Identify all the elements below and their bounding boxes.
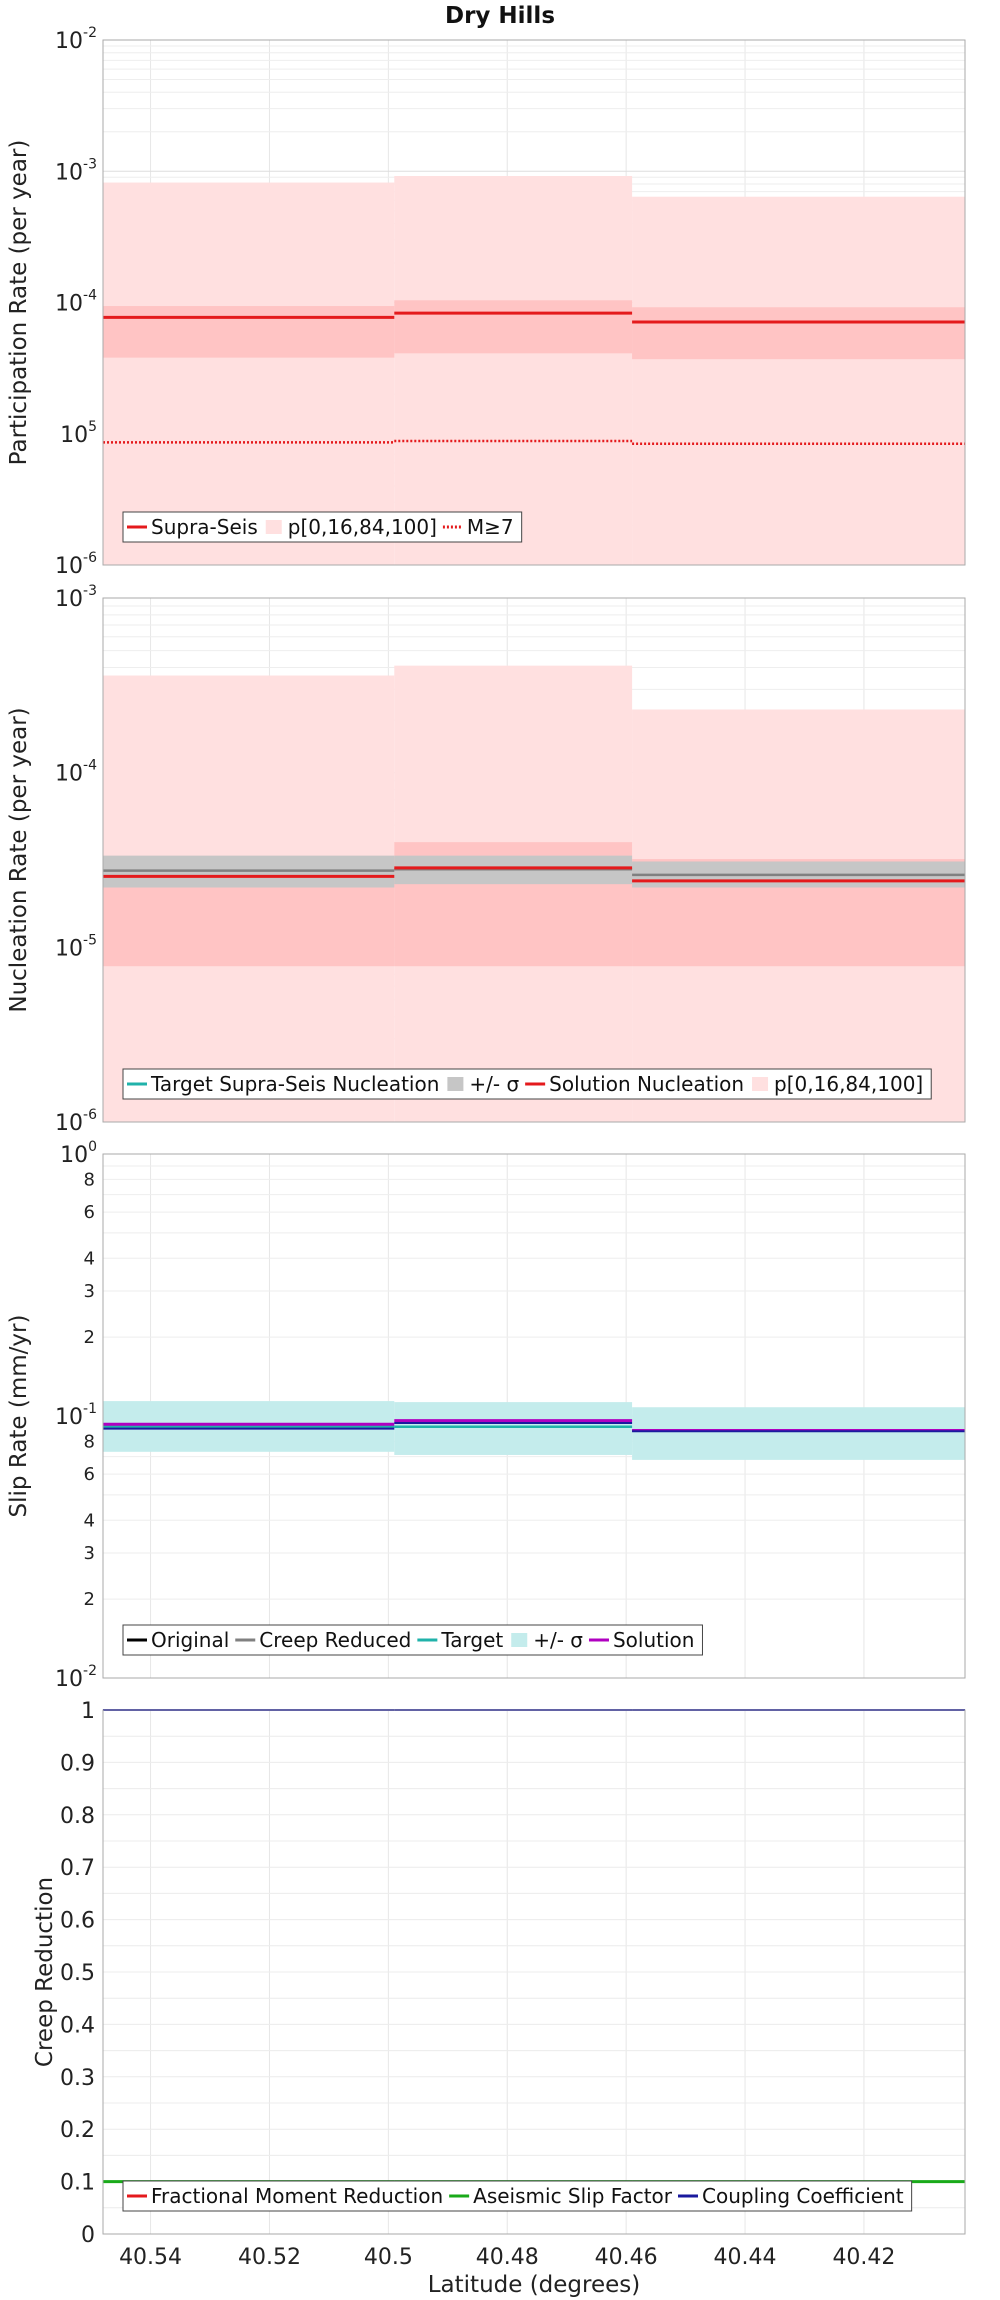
y-tick-label: 10-6: [55, 550, 97, 579]
plot-frame: [102, 597, 966, 1123]
y-tick-label: 10-4: [55, 288, 97, 317]
y-minor-tick-label: 3: [84, 1543, 95, 1564]
x-tick-label: 40.5: [364, 2245, 413, 2270]
legend: Original Creep Reduced Target +/- σ Solution: [122, 1624, 703, 1656]
x-tick-label: 40.42: [832, 2245, 895, 2270]
legend-label: Target Supra-Seis Nucleation: [150, 1072, 439, 1096]
y-minor-tick-label: 6: [84, 1202, 95, 1223]
y-tick-labels: 10-2 10-1 100 2 3 4 6 8 2 3 4 6 8: [55, 1139, 97, 1692]
y-axis-label: Creep Reduction: [32, 1877, 58, 2067]
y-tick-label: 0.8: [60, 1804, 95, 1829]
y-tick-label: 1: [81, 1699, 95, 1724]
x-tick-label: 40.46: [595, 2245, 658, 2270]
y-tick-label: 10-4: [55, 758, 97, 787]
y-tick-labels: 10-6 105 10-4 10-3 10-2: [55, 25, 97, 579]
y-minor-tick-label: 4: [84, 1248, 95, 1269]
legend-swatch: [447, 1077, 464, 1091]
legend-label: Coupling Coefficient: [702, 2184, 904, 2208]
y-tick-label: 105: [60, 419, 97, 448]
legend-label: Original: [151, 1628, 229, 1652]
legend: Target Supra-Seis Nucleation +/- σ Solutio…: [122, 1068, 932, 1100]
legend-label: +/- σ: [469, 1072, 519, 1096]
y-tick-label: 0.1: [60, 2171, 95, 2196]
y-tick-label: 10-1: [55, 1401, 97, 1430]
legend-swatch: [265, 520, 282, 534]
y-tick-label: 100: [60, 1139, 97, 1168]
legend-label: Aseismic Slip Factor: [473, 2184, 673, 2208]
legend-label: Fractional Moment Reduction: [151, 2184, 443, 2208]
band-cyan_band-segment-2: [632, 1407, 965, 1460]
y-minor-tick-label: 2: [84, 1327, 95, 1348]
panel-participation: 10-6 105 10-4 10-3 10-2 Participation Rate (p…: [6, 25, 966, 579]
y-tick-label: 0.9: [60, 1751, 95, 1776]
y-tick-label: 0: [81, 2223, 95, 2248]
band-pink_mid-segment-1: [394, 300, 633, 354]
band-cyan_band-segment-1: [394, 1402, 633, 1455]
band-pink_mid-segment-2: [632, 307, 965, 360]
x-tick-label: 40.48: [476, 2245, 539, 2270]
y-tick-label: 10-5: [55, 932, 97, 961]
x-axis-label: Latitude (degrees): [428, 2272, 641, 2298]
y-tick-label: 0.7: [60, 1856, 95, 1881]
x-tick-label: 40.44: [714, 2245, 777, 2270]
plot-frame: [102, 39, 966, 566]
panel-slip: 10-2 10-1 100 2 3 4 6 8 2 3 4 6 8 Slip Rate (mm/yr) Or…: [6, 1139, 966, 1692]
plot-frame: [102, 1153, 966, 1679]
legend-label: Solution Nucleation: [549, 1072, 744, 1096]
y-tick-label: 10-6: [55, 1107, 97, 1136]
legend: Supra-Seis p[0,16,84,100] M≥7: [122, 511, 523, 543]
legend-box: [122, 2180, 913, 2212]
y-tick-label: 10-3: [55, 156, 97, 185]
y-minor-tick-label: 2: [84, 1589, 95, 1610]
y-tick-label: 10-2: [55, 25, 97, 54]
x-tick-label: 40.54: [119, 2245, 182, 2270]
y-tick-labels: 0 0.1 0.2 0.3 0.4 0.5 0.6 0.7 0.8 0.9 1: [60, 1699, 95, 2248]
y-axis-label: Slip Rate (mm/yr): [6, 1315, 32, 1518]
y-minor-tick-label: 3: [84, 1281, 95, 1302]
band-pink_light-segment-0: [103, 182, 395, 565]
y-axis-label: Participation Rate (per year): [6, 140, 32, 466]
y-minor-tick-label: 8: [84, 1169, 95, 1190]
legend-label: Solution: [613, 1628, 694, 1652]
y-minor-tick-label: 8: [84, 1431, 95, 1452]
y-tick-label: 10-3: [55, 583, 97, 612]
gridlines: [103, 1709, 965, 2235]
y-tick-label: 10-2: [55, 1663, 97, 1692]
y-minor-tick-label: 6: [84, 1464, 95, 1485]
legend-label: p[0,16,84,100]: [774, 1072, 923, 1096]
plot-frame: [102, 1709, 966, 2235]
y-tick-label: 0.3: [60, 2066, 95, 2091]
band-pink_mid-segment-0: [103, 306, 395, 358]
legend-label: p[0,16,84,100]: [288, 515, 437, 539]
legend-label: M≥7: [467, 515, 514, 539]
band-pink_light-segment-1: [394, 176, 633, 565]
legend-label: +/- σ: [533, 1628, 583, 1652]
panel-nucleation: 10-6 10-5 10-4 10-3 Nucleation Rate (per yea…: [6, 583, 966, 1136]
y-tick-label: 0.2: [60, 2118, 95, 2143]
chart-title: Dry Hills: [445, 3, 555, 29]
panels: 10-6 105 10-4 10-3 10-2 Participation Rate (p…: [6, 25, 966, 2248]
x-tick-label: 40.52: [238, 2245, 301, 2270]
legend-label: Target: [440, 1628, 503, 1652]
y-axis-label: Nucleation Rate (per year): [6, 707, 32, 1012]
legend-swatch: [752, 1077, 769, 1091]
legend-label: Supra-Seis: [151, 515, 258, 539]
legend-label: Creep Reduced: [259, 1628, 411, 1652]
legend: Fractional Moment Reduction Aseismic Slip…: [122, 2180, 913, 2212]
x-axis: 40.54 40.52 40.5 40.48 40.46 40.44 40.42: [119, 2245, 895, 2270]
y-tick-label: 0.4: [60, 2013, 95, 2038]
legend-swatch: [511, 1633, 528, 1647]
y-tick-label: 0.6: [60, 1909, 95, 1934]
y-minor-tick-label: 4: [84, 1510, 95, 1531]
panel-creep: 0 0.1 0.2 0.3 0.4 0.5 0.6 0.7 0.8 0.9 1 Creep Reduc…: [32, 1699, 966, 2248]
y-tick-label: 0.5: [60, 1961, 95, 1986]
band-pink_light-segment-2: [632, 196, 965, 565]
y-tick-labels: 10-6 10-5 10-4 10-3: [55, 583, 97, 1136]
